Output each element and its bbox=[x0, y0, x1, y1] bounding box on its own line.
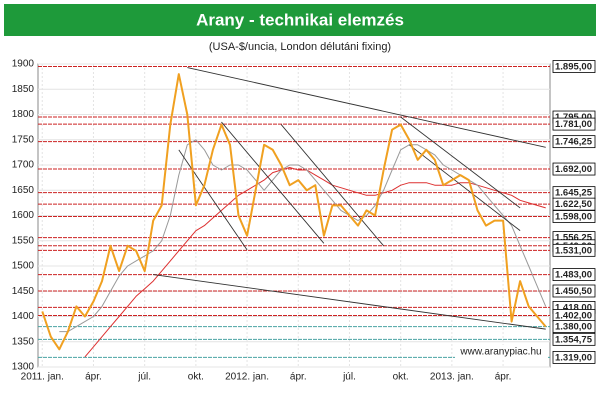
trend-line bbox=[153, 274, 546, 330]
watermark-box bbox=[455, 345, 547, 359]
level-label: 1.319,00 bbox=[555, 352, 592, 363]
level-label: 1.402,00 bbox=[555, 311, 592, 322]
x-tick-label: júl. bbox=[342, 372, 356, 383]
level-label: 1.483,00 bbox=[555, 270, 592, 281]
level-label: 1.450,50 bbox=[555, 286, 592, 297]
level-label-box bbox=[552, 135, 596, 149]
chart-subtitle: (USA-$/uncia, London délutáni fixing) bbox=[209, 41, 391, 53]
trend-line bbox=[280, 124, 384, 247]
x-tick-label: ápr. bbox=[290, 372, 307, 383]
x-tick-label: okt. bbox=[188, 372, 204, 383]
y-tick-label: 1450 bbox=[12, 286, 35, 297]
x-tick-label: ápr. bbox=[85, 372, 102, 383]
y-tick-label: 1650 bbox=[12, 185, 35, 196]
level-label-box bbox=[552, 243, 596, 257]
level-label-box bbox=[552, 268, 596, 281]
x-tick-label: 2012. jan. bbox=[225, 372, 269, 383]
level-label: 1.556,25 bbox=[555, 233, 593, 244]
y-tick-label: 1900 bbox=[12, 59, 35, 70]
trend-line bbox=[221, 121, 325, 244]
y-tick-label: 1600 bbox=[12, 210, 35, 221]
chart-title: Arany - technikai elemzés bbox=[196, 10, 404, 29]
level-label: 1.692,00 bbox=[555, 164, 592, 175]
level-label-box bbox=[552, 332, 596, 346]
trend-line bbox=[178, 149, 248, 251]
watermark: www.aranypiac.hu bbox=[459, 347, 541, 358]
x-tick-label: 2011. jan. bbox=[21, 372, 64, 383]
level-label: 1.645,25 bbox=[555, 188, 593, 199]
title-banner bbox=[4, 4, 596, 36]
level-label: 1.622,50 bbox=[555, 199, 592, 210]
level-label: 1.895,00 bbox=[555, 62, 592, 73]
y-tick-label: 1300 bbox=[12, 362, 35, 373]
level-label-box bbox=[552, 60, 596, 73]
level-label: 1.746,25 bbox=[555, 137, 593, 148]
level-label: 1.354,75 bbox=[555, 334, 593, 345]
y-tick-label: 1400 bbox=[12, 311, 35, 322]
level-label-box bbox=[552, 210, 596, 223]
series-line bbox=[41, 73, 547, 351]
level-label: 1.418,00 bbox=[555, 302, 592, 313]
level-label: 1.531,00 bbox=[555, 245, 592, 256]
level-label-box bbox=[552, 284, 596, 298]
y-tick-label: 1750 bbox=[12, 134, 35, 145]
level-label: 1.795,00 bbox=[555, 112, 592, 123]
y-tick-label: 1700 bbox=[12, 160, 35, 171]
level-label: 1.781,00 bbox=[555, 119, 592, 130]
y-tick-label: 1800 bbox=[12, 109, 35, 120]
trend-line bbox=[408, 144, 521, 232]
x-tick-label: okt. bbox=[393, 372, 409, 383]
series-line bbox=[59, 139, 547, 333]
x-tick-label: 2013. jan. bbox=[430, 372, 474, 383]
level-label-box bbox=[552, 320, 596, 334]
level-label: 1.598,00 bbox=[555, 212, 592, 223]
y-tick-label: 1500 bbox=[12, 261, 35, 272]
y-tick-label: 1550 bbox=[12, 235, 35, 246]
y-tick-label: 1350 bbox=[12, 336, 35, 347]
y-tick-label: 1850 bbox=[12, 84, 35, 95]
level-label-box bbox=[552, 351, 596, 364]
trend-line bbox=[187, 67, 546, 148]
series-line bbox=[84, 167, 546, 358]
x-tick-label: ápr. bbox=[495, 372, 512, 383]
trend-line bbox=[400, 116, 521, 209]
x-tick-label: júl. bbox=[137, 372, 151, 383]
level-label-box bbox=[552, 117, 596, 131]
level-label-box bbox=[552, 162, 596, 176]
level-label: 1.380,00 bbox=[555, 322, 592, 333]
